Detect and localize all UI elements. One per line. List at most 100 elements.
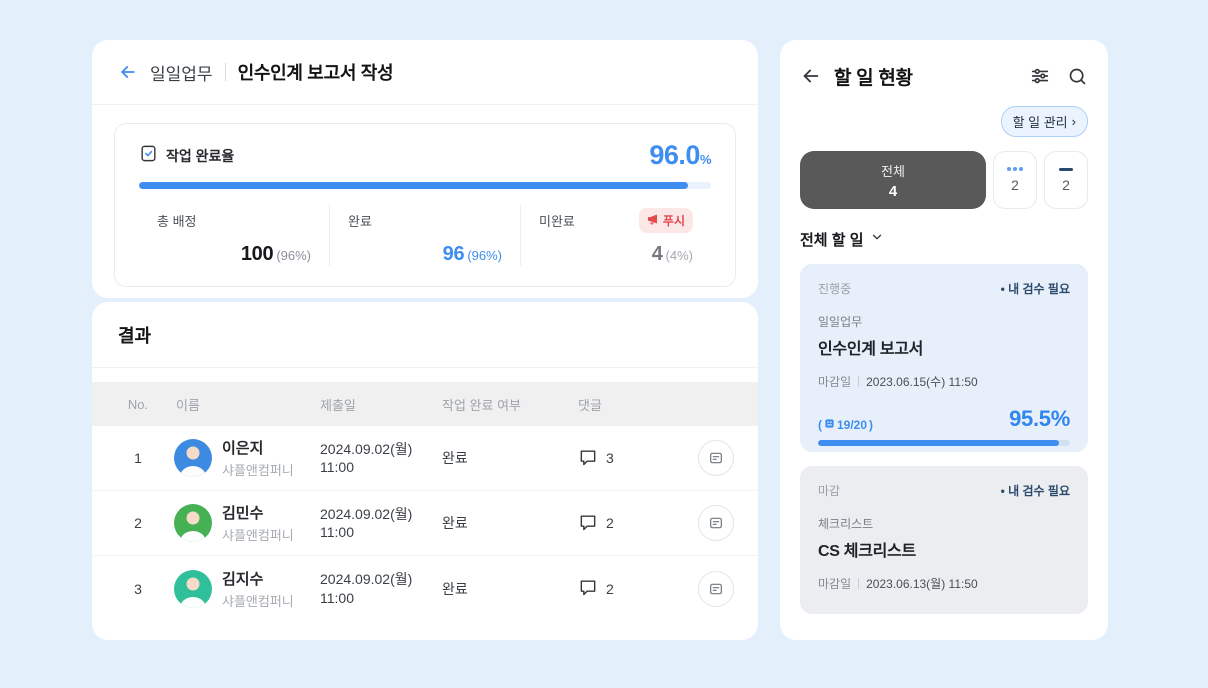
stat-sub: (96%) [467,248,502,263]
summary-total-card[interactable]: 전체 4 [800,151,986,209]
todo-category: 체크리스트 [818,517,874,531]
summary-closed-card[interactable]: 2 [1044,151,1088,209]
chevron-down-icon [870,230,884,249]
stat-label: 총 배정 [157,213,197,229]
todo-status-panel: 할 일 현황 할 일 관리 › 전체 4 2 2 전체 할 [780,40,1108,640]
back-arrow-icon[interactable] [800,65,822,87]
date-divider [858,376,860,387]
completion-card: 작업 완료율 96.0% 총 배정 100 (96%) 완료 96 (96%) 미완… [114,123,736,287]
avatar [174,439,212,477]
completion-label: 작업 완료율 [166,147,235,164]
results-title: 결과 [118,325,152,346]
submission-count: ( 19/20 ) [818,418,874,432]
stat-label: 미완료 [539,213,575,229]
page-title: 인수인계 보고서 작성 [237,63,394,83]
memo-button[interactable] [698,505,734,541]
todo-category: 일일업무 [818,315,863,329]
submit-date: 2024.09.02(월) 11:00 [320,505,413,540]
row-number: 1 [134,450,142,466]
ellipsis-icon [1007,167,1023,171]
col-comments: 댓글 [578,397,602,413]
member-name: 김민수 [222,505,264,522]
completion-progress-bar [139,182,711,189]
table-row[interactable]: 3 김지수 샤플앤컴퍼니 2024.09.02(월) 11:00 완료 2 [92,556,758,621]
results-table-header: No. 이름 제출일 작업 완료 여부 댓글 [92,382,758,426]
completion-unit: % [699,152,712,167]
todo-title: CS 체크리스트 [818,543,916,560]
stat-sub: (96%) [276,248,311,263]
date-divider [858,578,860,589]
comment-count: 3 [606,450,614,466]
stat-value: 96 [442,243,465,265]
report-detail-panel: 일일업무 인수인계 보고서 작성 작업 완료율 96.0% 총 배정 100 (9… [92,40,758,298]
search-icon[interactable] [1067,66,1088,87]
row-number: 3 [134,580,142,597]
comment-count: 2 [606,515,614,531]
task-check-icon [139,144,158,168]
push-label: 푸시 [662,213,685,228]
stat-incomplete: 미완료 푸시 4 (4%) [520,205,711,266]
completion-progress-fill [139,182,689,189]
push-button[interactable]: 푸시 [638,207,693,233]
comment-cell[interactable]: 2 [578,512,696,535]
todo-percent: 95.5% [1009,406,1070,431]
table-row[interactable]: 2 김민수 샤플앤컴퍼니 2024.09.02(월) 11:00 완료 2 [92,491,758,556]
dash-icon [1059,167,1073,171]
filter-sliders-icon[interactable] [1029,65,1051,87]
chevron-right-icon: › [1071,114,1076,129]
completion-value: 96.0% [649,140,712,170]
stat-completed: 완료 96 (96%) [329,205,520,266]
back-arrow-icon[interactable] [118,62,138,82]
memo-button[interactable] [698,570,734,607]
todo-progress-fill [818,440,1059,446]
summary-closed-value: 2 [1062,176,1070,193]
todo-card[interactable]: 마감 • 내 검수 필요 체크리스트 CS 체크리스트 마감일 2023.06.… [800,466,1088,614]
completion-status: 완료 [442,450,468,466]
col-date: 제출일 [320,397,356,413]
comment-cell[interactable]: 2 [578,577,696,600]
submit-date: 2024.09.02(월) 11:00 [320,440,413,475]
stat-value: 100 [240,243,274,265]
megaphone-icon [647,213,659,228]
avatar [174,569,212,608]
member-company: 샤플앤컴퍼니 [222,528,294,543]
due-label: 마감일 [818,577,852,591]
due-value: 2023.06.13(월) 11:50 [866,577,978,591]
completion-status: 완료 [442,515,468,531]
comment-bubble-icon [578,512,598,535]
col-no: No. [127,396,149,412]
summary-inprogress-card[interactable]: 2 [993,151,1037,209]
summary-total-value: 4 [888,182,898,200]
member-name: 김지수 [222,570,264,588]
todo-manage-button[interactable]: 할 일 관리 › [1000,106,1088,137]
avatar [174,504,212,542]
stat-total-assigned: 총 배정 100 (96%) [139,205,329,266]
table-row[interactable]: 1 이은지 샤플앤컴퍼니 2024.09.02(월) 11:00 완료 3 [92,426,758,491]
todo-manage-label: 할 일 관리 [1012,115,1068,130]
comment-cell[interactable]: 3 [578,447,696,470]
todo-card[interactable]: 진행중 • 내 검수 필요 일일업무 인수인계 보고서 마감일 2023.06.… [800,264,1088,452]
stat-value: 4 [651,243,663,265]
stat-label: 완료 [348,213,372,229]
todo-title: 인수인계 보고서 [818,341,924,358]
stat-sub: (4%) [665,248,693,263]
member-name: 이은지 [222,440,264,457]
due-value: 2023.06.15(수) 11:50 [866,375,978,389]
member-company: 샤플앤컴퍼니 [222,463,294,478]
completion-status: 완료 [442,580,468,597]
memo-button[interactable] [698,440,734,476]
report-header: 일일업무 인수인계 보고서 작성 [92,40,758,105]
review-needed-flag: • 내 검수 필요 [1000,484,1070,498]
todo-status: 마감 [818,484,841,498]
breadcrumb[interactable]: 일일업무 [150,64,213,84]
results-panel: 결과 No. 이름 제출일 작업 완료 여부 댓글 1 이은지 샤플앤컴퍼니 2… [92,302,758,640]
todo-filter-dropdown[interactable]: 전체 할 일 [800,229,1088,250]
checklist-icon [824,418,835,432]
todo-filter-label: 전체 할 일 [800,232,864,249]
todo-progress-bar [818,440,1070,446]
row-number: 2 [134,515,142,531]
member-company: 샤플앤컴퍼니 [222,593,294,609]
due-label: 마감일 [818,375,852,389]
comment-bubble-icon [578,577,598,600]
comment-bubble-icon [578,447,598,470]
